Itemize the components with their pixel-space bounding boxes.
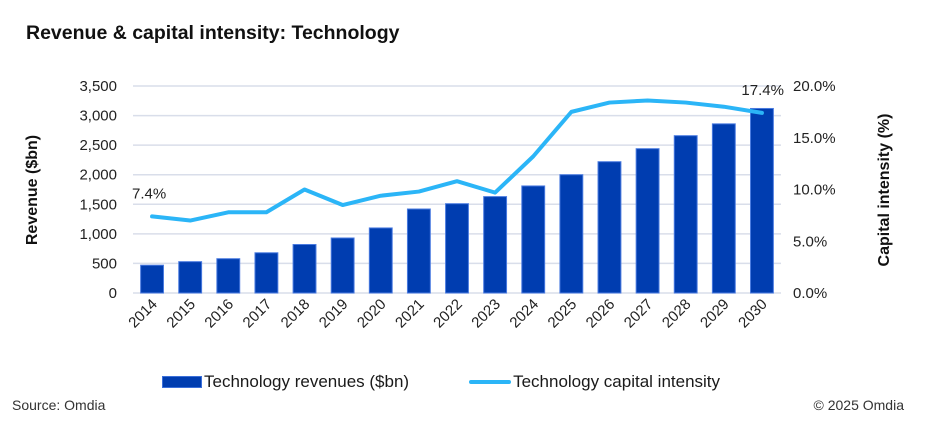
- left-axis-ticks: 0 500 1,000 1,500 2,000 2,500 3,000 3,500: [79, 78, 117, 302]
- x-axis-ticks: 2014 2015 2016 2017 2018 2019 2020 2021 2022 2023…: [125, 296, 771, 332]
- x-axis-tick-label: 2019: [316, 296, 352, 332]
- bar-2016: [216, 258, 241, 294]
- bar-2020: [368, 227, 393, 294]
- right-axis-tick-label: 15.0%: [793, 130, 836, 147]
- bar-2030: [750, 107, 774, 294]
- legend-line-swatch-icon: [469, 380, 512, 384]
- legend-label-capital-intensity: Technology capital intensity: [513, 372, 721, 391]
- left-axis-tick-label: 2,000: [79, 167, 117, 184]
- copyright-note: © 2025 Omdia: [813, 397, 904, 413]
- bar-2027: [635, 148, 660, 294]
- right-axis-tick-label: 20.0%: [793, 78, 836, 95]
- x-axis-tick-label: 2015: [163, 296, 199, 332]
- x-axis-tick-label: 2029: [697, 296, 733, 332]
- left-axis-tick-label: 1,000: [79, 226, 117, 243]
- x-axis-tick-label: 2021: [392, 296, 428, 332]
- x-axis-tick-label: 2017: [240, 296, 276, 332]
- left-axis-tick-label: 500: [92, 255, 117, 272]
- x-axis-tick-label: 2024: [506, 296, 542, 332]
- left-axis-tick-label: 0: [109, 285, 117, 302]
- bar-series: [140, 107, 774, 294]
- left-axis-tick-label: 1,500: [79, 196, 117, 213]
- x-axis-tick-label: 2018: [278, 296, 314, 332]
- bar-2028: [673, 135, 698, 294]
- x-axis-tick-label: 2022: [430, 296, 466, 332]
- left-axis-title: Revenue ($bn): [24, 135, 41, 245]
- x-axis-tick-label: 2023: [468, 296, 504, 332]
- data-labels: 7.4% 17.4%: [132, 82, 784, 203]
- right-axis-ticks: 0.0% 5.0% 10.0% 15.0% 20.0%: [793, 78, 836, 302]
- x-axis-tick-label: 2025: [545, 296, 581, 332]
- capital-intensity-line: [150, 98, 764, 223]
- left-axis-tick-label: 2,500: [79, 137, 117, 154]
- bar-2014: [140, 264, 164, 294]
- data-label-2030: 17.4%: [741, 82, 784, 99]
- chart-title: Revenue & capital intensity: Technology: [26, 22, 400, 44]
- x-axis-tick-label: 2016: [202, 296, 238, 332]
- right-axis-title: Capital intensity (%): [876, 114, 893, 267]
- bar-2023: [483, 196, 508, 294]
- bar-2029: [711, 123, 736, 294]
- x-axis-tick-label: 2014: [125, 296, 161, 332]
- legend-bar-swatch-icon: [162, 376, 202, 388]
- right-axis-tick-label: 10.0%: [793, 182, 836, 199]
- line-series: [150, 98, 764, 223]
- right-axis-tick-label: 5.0%: [793, 233, 827, 250]
- left-axis-tick-label: 3,500: [79, 78, 117, 95]
- bar-2019: [330, 237, 355, 294]
- data-label-2014: 7.4%: [132, 185, 166, 202]
- x-axis-tick-label: 2028: [659, 296, 695, 332]
- bar-2017: [254, 252, 279, 294]
- x-axis-tick-label: 2027: [621, 296, 657, 332]
- legend-item-revenues: Technology revenues ($bn): [162, 372, 409, 392]
- bar-2024: [521, 185, 546, 294]
- x-axis-tick-label: 2026: [583, 296, 619, 332]
- bar-2026: [597, 161, 622, 294]
- bar-2015: [178, 261, 203, 294]
- legend-label-revenues: Technology revenues ($bn): [204, 372, 410, 391]
- bar-2022: [445, 203, 469, 294]
- bar-2018: [292, 244, 317, 294]
- right-axis-tick-label: 0.0%: [793, 285, 827, 302]
- x-axis-tick-label: 2020: [354, 296, 390, 332]
- bar-2025: [559, 174, 584, 294]
- source-note: Source: Omdia: [12, 397, 106, 413]
- x-axis-tick-label: 2030: [735, 296, 771, 332]
- bar-2021: [406, 208, 431, 294]
- legend: Technology revenues ($bn) Technology cap…: [162, 372, 780, 392]
- left-axis-tick-label: 3,000: [79, 108, 117, 125]
- legend-item-capital-intensity: Technology capital intensity: [469, 372, 720, 392]
